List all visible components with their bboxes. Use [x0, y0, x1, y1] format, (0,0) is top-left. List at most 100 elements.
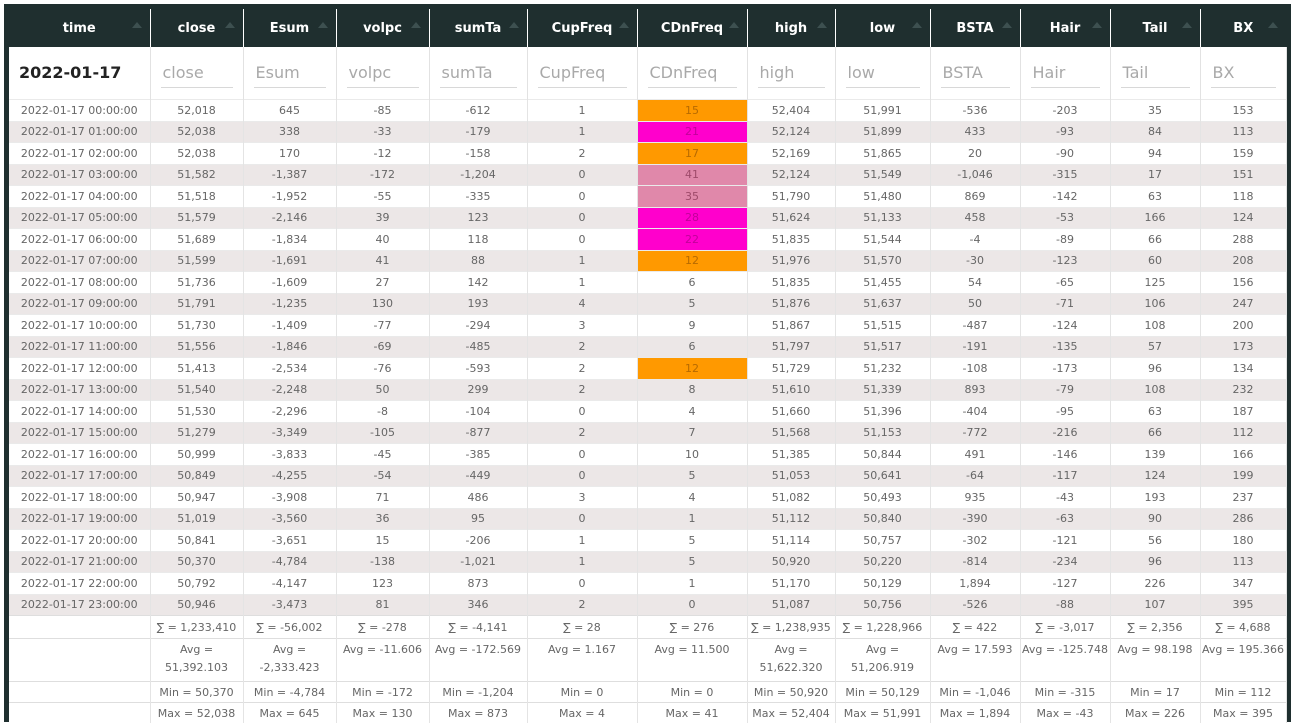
table-row[interactable]: 2022-01-17 01:00:00 52,038 338 -33 -179 1 21 52… [9, 120, 1287, 143]
sort-arrow-icon[interactable] [816, 22, 827, 28]
filter-cell: BX [1200, 47, 1287, 100]
table-cell: 50 [336, 378, 430, 401]
table-cell: 2022-01-17 00:00:00 [9, 99, 151, 121]
table-row[interactable]: 2022-01-17 05:00:00 51,579 -2,146 39 123 0 28 5… [9, 206, 1287, 229]
table-cell: 118 [1200, 185, 1287, 207]
filter-input-bsta[interactable]: BSTA [940, 59, 1010, 88]
table-cell: 51,413 [150, 357, 244, 379]
sort-arrow-icon[interactable] [618, 22, 629, 28]
table-row[interactable]: 2022-01-17 14:00:00 51,530 -2,296 -8 -104 0 4 5… [9, 400, 1287, 422]
column-header-low[interactable]: low [835, 9, 931, 47]
table-row[interactable]: 2022-01-17 15:00:00 51,279 -3,349 -105 -877 2… [9, 421, 1287, 444]
table-row[interactable]: 2022-01-17 03:00:00 51,582 -1,387 -172 -1,20… [9, 163, 1287, 186]
sort-arrow-icon[interactable] [1181, 22, 1192, 28]
table-row[interactable]: 2022-01-17 04:00:00 51,518 -1,952 -55 -335 0 3… [9, 185, 1287, 207]
table-cell: 51,899 [835, 120, 931, 143]
table-row[interactable]: 2022-01-17 06:00:00 51,689 -1,834 40 118 0 22 5… [9, 228, 1287, 250]
table-row[interactable]: 2022-01-17 19:00:00 51,019 -3,560 36 95 0 1 51,… [9, 507, 1287, 530]
filter-input-esum[interactable]: Esum [253, 59, 326, 88]
column-header-bsta[interactable]: BSTA [930, 9, 1021, 47]
column-header-hair[interactable]: Hair [1020, 9, 1111, 47]
filter-input-volpc[interactable]: volpc [346, 59, 419, 88]
summary-footer: ∑ = 1,233,410 ∑ = -56,002 ∑ = -278 ∑ = -4,1… [9, 615, 1287, 723]
filter-input-close[interactable]: close [160, 59, 233, 88]
table-cell: 50,129 [835, 572, 931, 594]
table-row[interactable]: 2022-01-17 23:00:00 50,946 -3,473 81 346 2 0 51… [9, 593, 1287, 616]
column-header-time[interactable]: time [9, 9, 151, 47]
table-row[interactable]: 2022-01-17 10:00:00 51,730 -1,409 -77 -294 3 9… [9, 314, 1287, 336]
table-cell: 208 [1200, 249, 1287, 272]
table-row[interactable]: 2022-01-17 17:00:00 50,849 -4,255 -54 -449 0 5… [9, 464, 1287, 487]
table-row[interactable]: 2022-01-17 16:00:00 50,999 -3,833 -45 -385 0 1… [9, 443, 1287, 465]
table-cell: -772 [930, 421, 1021, 444]
filter-input-cdnfreq[interactable]: CDnFreq [647, 59, 737, 88]
summary-cell: Min = 0 [527, 681, 638, 703]
sort-arrow-icon[interactable] [410, 22, 421, 28]
table-cell: 51,991 [835, 99, 931, 121]
summary-cell: Min = -4,784 [243, 681, 337, 703]
table-row[interactable]: 2022-01-17 02:00:00 52,038 170 -12 -158 2 17 52… [9, 142, 1287, 164]
table-row[interactable]: 2022-01-17 20:00:00 50,841 -3,651 15 -206 1 5 5… [9, 529, 1287, 551]
table-row[interactable]: 2022-01-17 13:00:00 51,540 -2,248 50 299 2 8 51… [9, 378, 1287, 401]
table-row[interactable]: 2022-01-17 08:00:00 51,736 -1,609 27 142 1 6 51… [9, 271, 1287, 293]
table-cell: 180 [1200, 529, 1287, 551]
table-cell: 51,019 [150, 507, 244, 530]
column-header-volpc[interactable]: volpc [336, 9, 430, 47]
sort-arrow-icon[interactable] [224, 22, 235, 28]
table-row[interactable]: 2022-01-17 21:00:00 50,370 -4,784 -138 -1,02… [9, 550, 1287, 573]
table-cell: 51,556 [150, 335, 244, 358]
filter-input-low[interactable]: low [845, 59, 920, 88]
summary-cell: ∑ = 28 [527, 615, 638, 639]
table-cell: 134 [1200, 357, 1287, 379]
sort-arrow-icon[interactable] [1001, 22, 1012, 28]
filter-input-bx[interactable]: BX [1210, 59, 1276, 88]
column-header-cdnfreq[interactable]: CDnFreq [637, 9, 748, 47]
summary-cell: Max = 130 [336, 702, 430, 723]
filter-input-sumta[interactable]: sumTa [439, 59, 517, 88]
table-cell: 41 [637, 163, 748, 186]
table-cell: 51,729 [747, 357, 836, 379]
table-cell: 21 [637, 120, 748, 143]
sort-arrow-icon[interactable] [317, 22, 328, 28]
table-cell: 51,637 [835, 292, 931, 315]
filter-input-cupfreq[interactable]: CupFreq [537, 59, 627, 88]
sort-arrow-icon[interactable] [1091, 22, 1102, 28]
sort-arrow-icon[interactable] [1268, 22, 1278, 28]
table-cell: -105 [336, 421, 430, 444]
column-header-esum[interactable]: Esum [243, 9, 337, 47]
sort-arrow-icon[interactable] [728, 22, 739, 28]
table-row[interactable]: 2022-01-17 22:00:00 50,792 -4,147 123 873 0 1 5… [9, 572, 1287, 594]
filter-input-tail[interactable]: Tail [1120, 59, 1190, 88]
column-header-bx[interactable]: BX [1200, 9, 1286, 47]
summary-cell: ∑ = 276 [637, 615, 748, 639]
table-cell: -1,409 [243, 314, 337, 336]
sort-arrow-icon[interactable] [508, 22, 519, 28]
table-cell: 50,220 [835, 550, 931, 573]
filter-input-hair[interactable]: Hair [1030, 59, 1100, 88]
column-header-tail[interactable]: Tail [1110, 9, 1201, 47]
column-header-close[interactable]: close [150, 9, 244, 47]
table-cell: 2 [527, 142, 638, 164]
table-row[interactable]: 2022-01-17 00:00:00 52,018 645 -85 -612 1 15 52… [9, 99, 1287, 121]
column-header-cupfreq[interactable]: CupFreq [527, 9, 638, 47]
table-cell: 247 [1200, 292, 1287, 315]
filter-input-high[interactable]: high [757, 59, 825, 88]
table-cell: 51,835 [747, 228, 836, 250]
table-row[interactable]: 2022-01-17 07:00:00 51,599 -1,691 41 88 1 12 51… [9, 249, 1287, 272]
table-row[interactable]: 2022-01-17 12:00:00 51,413 -2,534 -76 -593 2 1… [9, 357, 1287, 379]
table-cell: 2022-01-17 23:00:00 [9, 593, 151, 616]
filter-input-time[interactable]: 2022-01-17 [19, 63, 122, 82]
filter-cell: BSTA [930, 47, 1021, 100]
sort-arrow-icon[interactable] [131, 22, 142, 28]
summary-cell: Avg = -2,333.423 [243, 638, 337, 682]
sort-arrow-icon[interactable] [911, 22, 922, 28]
data-grid-frame: time close Esum volpc sumTa CupFreq CDnFreq hig… [4, 4, 1291, 723]
table-row[interactable]: 2022-01-17 18:00:00 50,947 -3,908 71 486 3 4 51… [9, 486, 1287, 508]
table-row[interactable]: 2022-01-17 09:00:00 51,791 -1,235 130 193 4 5 5… [9, 292, 1287, 315]
table-cell: 96 [1110, 357, 1201, 379]
table-row[interactable]: 2022-01-17 11:00:00 51,556 -1,846 -69 -485 2 6… [9, 335, 1287, 358]
filter-cell: high [747, 47, 836, 100]
column-header-high[interactable]: high [747, 9, 836, 47]
table-cell: 52,038 [150, 142, 244, 164]
column-header-sumta[interactable]: sumTa [429, 9, 528, 47]
